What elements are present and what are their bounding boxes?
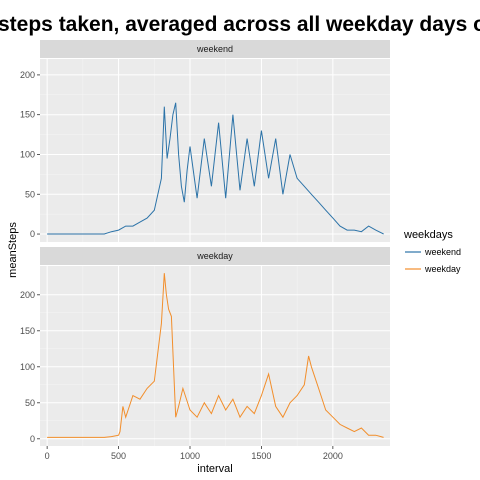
y-tick-label: 50	[25, 189, 35, 199]
y-tick-label: 0	[30, 229, 35, 239]
strip-background	[40, 247, 390, 265]
y-axis-title: meanSteps	[7, 222, 19, 278]
series-line-weekend	[47, 102, 384, 235]
x-axis-title: interval	[197, 463, 232, 475]
x-tick-label: 2000	[323, 451, 343, 461]
x-tick-label: 1000	[180, 451, 200, 461]
panel-weekend: weekend 0 50 100 150 200	[20, 40, 390, 242]
legend-label-weekday: weekday	[424, 264, 461, 274]
y-tick-label: 150	[20, 326, 35, 336]
legend-label-weekend: weekend	[424, 247, 461, 257]
series-line-weekday	[47, 273, 384, 438]
x-tick-label: 1500	[251, 451, 271, 461]
gridlines	[40, 266, 390, 446]
legend: weekdays weekend weekday	[403, 229, 461, 274]
y-tick-label: 0	[30, 434, 35, 444]
strip-label-weekend: weekend	[196, 44, 233, 54]
strip-label-weekday: weekday	[196, 251, 233, 261]
x-tick-label: 0	[45, 451, 50, 461]
panel-weekday: weekday 0 50 100 150 200	[20, 247, 390, 446]
x-tick-labels: 0 500 1000 1500 2000	[45, 446, 343, 461]
legend-title: weekdays	[403, 229, 453, 241]
y-tick-labels: 0 50 100 150 200	[20, 70, 40, 239]
panel-background	[40, 266, 390, 446]
y-tick-label: 50	[25, 398, 35, 408]
y-tick-label: 100	[20, 362, 35, 372]
y-tick-label: 200	[20, 290, 35, 300]
y-tick-label: 100	[20, 149, 35, 159]
y-tick-label: 150	[20, 110, 35, 120]
y-tick-label: 200	[20, 70, 35, 80]
x-tick-label: 500	[111, 451, 126, 461]
chart-title: steps taken, averaged across all weekday…	[0, 13, 480, 36]
strip-background	[40, 40, 390, 58]
y-tick-labels: 0 50 100 150 200	[20, 290, 40, 444]
